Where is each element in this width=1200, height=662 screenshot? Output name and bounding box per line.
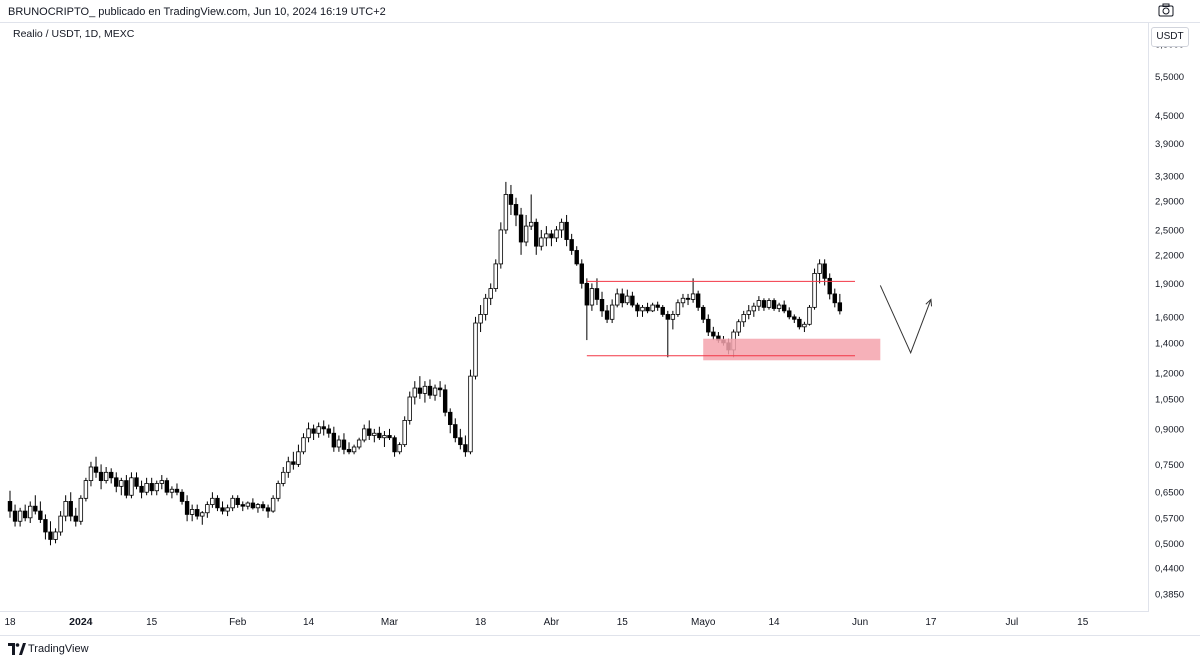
publication-info: BRUNOCRIPTO_ publicado en TradingView.co… xyxy=(8,6,386,18)
tradingview-brand: TradingView xyxy=(28,643,89,655)
symbol-label: Realio / USDT, 1D, MEXC xyxy=(13,28,135,40)
chart-frame xyxy=(0,22,1200,636)
camera-icon[interactable] xyxy=(1158,3,1174,17)
price-axis-border xyxy=(1148,22,1149,612)
tradingview-logo-icon xyxy=(8,643,26,655)
currency-selector[interactable]: USDT xyxy=(1151,27,1189,47)
footer: TradingView xyxy=(0,636,1200,662)
time-axis-border xyxy=(0,611,1148,612)
publication-header: BRUNOCRIPTO_ publicado en TradingView.co… xyxy=(0,0,1200,22)
